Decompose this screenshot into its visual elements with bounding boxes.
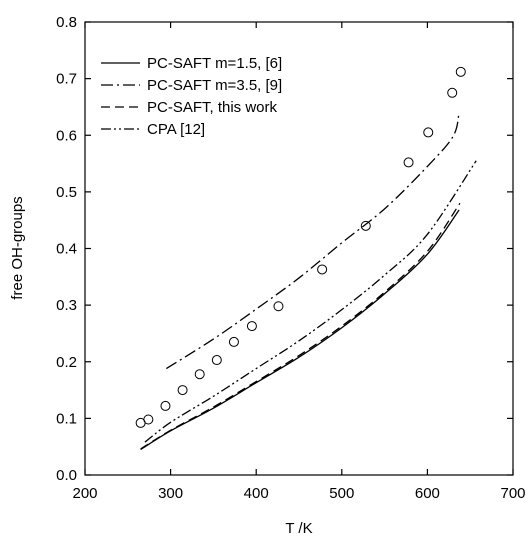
series-line — [140, 202, 461, 450]
data-point — [160, 400, 171, 411]
y-tick-label: 0.1 — [56, 410, 77, 427]
data-point — [317, 264, 328, 275]
x-tick-label: 300 — [158, 485, 183, 502]
x-tick-label: 600 — [415, 485, 440, 502]
legend-label: CPA [12] — [147, 121, 205, 138]
data-point — [360, 220, 371, 231]
legend-label: PC-SAFT m=3.5, [9] — [147, 77, 282, 94]
y-tick-label: 0.7 — [56, 71, 77, 88]
data-point — [246, 321, 257, 332]
legend-label: PC-SAFT m=1.5, [6] — [147, 55, 282, 72]
y-tick-label: 0.0 — [56, 467, 77, 484]
data-point — [447, 87, 458, 98]
data-point — [211, 355, 222, 366]
data-point — [194, 369, 205, 380]
y-tick-label: 0.2 — [56, 354, 77, 371]
y-tick-label: 0.3 — [56, 297, 77, 314]
x-tick-label: 700 — [500, 485, 525, 502]
y-tick-label: 0.8 — [56, 14, 77, 31]
series-line — [140, 209, 460, 451]
legend-label: PC-SAFT, this work — [147, 99, 278, 116]
data-point — [455, 66, 466, 77]
series-line — [144, 160, 477, 443]
data-point — [177, 385, 188, 396]
x-tick-label: 500 — [329, 485, 354, 502]
data-point — [143, 414, 154, 425]
data-point — [423, 127, 434, 138]
x-tick-label: 200 — [72, 485, 97, 502]
series-line — [165, 112, 460, 370]
y-tick-label: 0.5 — [56, 184, 77, 201]
data-point — [273, 301, 284, 312]
x-tick-label: 400 — [244, 485, 269, 502]
x-axis-title: T /K — [285, 520, 312, 537]
legend: PC-SAFT m=1.5, [6] PC-SAFT m=3.5, [9] PC-S… — [101, 55, 282, 138]
y-axis-title: free OH-groups — [9, 196, 26, 299]
axis-ticks: 200 300 400 500 600 700 0.0 0.1 0.2 0.3 0.4 0.5 0.6 0… — [56, 14, 525, 502]
data-point — [403, 157, 414, 168]
y-tick-label: 0.6 — [56, 127, 77, 144]
data-point — [228, 336, 239, 347]
y-tick-label: 0.4 — [56, 241, 77, 258]
series-layer — [135, 66, 477, 451]
